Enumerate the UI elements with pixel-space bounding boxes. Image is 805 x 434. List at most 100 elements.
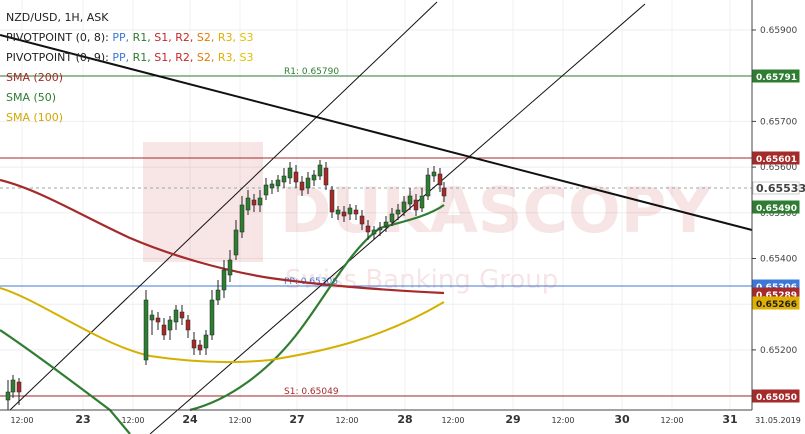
x-tick-label: 12:00 [441, 416, 464, 425]
price-badge [752, 389, 800, 403]
watermark-brand: DUKASCOPY [280, 174, 712, 247]
legend: NZD/USD, 1H, ASK PIVOTPOINT (0, 8): PP, … [6, 8, 253, 128]
y-tick-label: 0.65500 [760, 209, 797, 219]
candle-body [425, 174, 431, 197]
sma-50-label[interactable]: SMA (50) [6, 91, 57, 104]
candle-body [329, 189, 335, 213]
trend-line[interactable] [0, 34, 753, 231]
x-tick-label: 31 [722, 413, 737, 426]
candle-body [413, 199, 419, 211]
candle-body [149, 314, 155, 321]
candle-body [299, 181, 305, 191]
candles [5, 160, 447, 410]
candle-body [353, 209, 359, 215]
sma-100-line [0, 287, 445, 364]
sma-50-line [0, 204, 445, 434]
candle-body [167, 319, 173, 331]
pivot-item-s2: S2, [196, 51, 218, 64]
pivot-item-s1: S1, [154, 51, 176, 64]
x-tick-label: 27 [289, 413, 304, 426]
pivot-legend-9[interactable]: PIVOTPOINT (0, 9): PP, R1, S1, R2, S2, R… [6, 48, 253, 68]
pivot-item-s1: S1, [154, 31, 176, 44]
pivot-item-s2: S2, [196, 31, 218, 44]
y-tick-label: 0.65700 [760, 117, 797, 127]
candle-body [341, 211, 347, 217]
candle-body [293, 171, 299, 183]
candle-body [245, 197, 251, 211]
candle-body [233, 229, 239, 256]
pivot-r1-label: R1: 0.65790 [284, 67, 339, 77]
pivot-prefix: PIVOTPOINT (0, 9): [6, 51, 113, 64]
candle-body [347, 207, 353, 215]
price-badge-text: 0.65266 [756, 300, 797, 310]
y-tick-label: 0.65200 [760, 346, 797, 356]
pivot-prefix: PIVOTPOINT (0, 8): [6, 31, 113, 44]
x-tick-label: 29 [505, 413, 520, 426]
pivot-item-r1: R1, [132, 31, 155, 44]
price-badge-text: 0.65791 [756, 73, 797, 83]
price-badge-text: 0.65289 [756, 291, 797, 301]
price-badge-text: 0.65490 [756, 204, 797, 214]
pivot-legend-8[interactable]: PIVOTPOINT (0, 8): PP, R1, S1, R2, S2, R… [6, 28, 253, 48]
candle-body [257, 197, 263, 206]
candle-body [431, 171, 437, 177]
pivot-item-r2: R2, [175, 31, 197, 44]
candle-body [143, 299, 149, 361]
pivot-item-s3: S3 [239, 51, 254, 64]
x-axis[interactable]: 12:00 23 12:00 24 12:00 27 12:00 28 12:00 29 12:00… [10, 413, 800, 426]
x-tick-label: 12:00 [660, 416, 683, 425]
candle-body [359, 215, 365, 225]
candle-body [221, 269, 227, 291]
x-tick-label: 28 [397, 413, 412, 426]
pivot-item-r3: R3, [217, 31, 240, 44]
candle-body [377, 227, 383, 231]
candle-body [10, 379, 16, 393]
y-tick-label: 0.65400 [760, 255, 797, 265]
candle-body [371, 229, 377, 235]
candle-body [209, 299, 215, 336]
candle-body [227, 259, 233, 276]
candle-body [251, 199, 257, 206]
candle-body [287, 167, 293, 179]
pivot-item-s3: S3 [239, 31, 254, 44]
sma-200-label[interactable]: SMA (200) [6, 71, 64, 84]
x-tick-label: 31.05.2019 [755, 416, 801, 425]
candle-body [263, 184, 269, 196]
candle-body [335, 209, 341, 215]
watermark-sub: Swiss Banking Group [285, 265, 558, 295]
x-tick-label: 24 [182, 413, 198, 426]
chart-title: NZD/USD, 1H, ASK [6, 11, 109, 24]
x-tick-label: 12:00 [551, 416, 574, 425]
candle-body [185, 319, 191, 331]
candle-body [197, 344, 203, 351]
candle-body [155, 317, 161, 323]
candle-body [401, 201, 407, 213]
candle-body [407, 195, 413, 205]
candle-body [323, 167, 329, 186]
candle-body [441, 187, 447, 197]
candle-body [239, 204, 245, 233]
price-badge [752, 151, 800, 165]
x-tick-label: 12:00 [335, 416, 358, 425]
candle-body [365, 225, 371, 233]
candle-body [317, 164, 323, 177]
price-badge-text: 0.65601 [756, 155, 797, 165]
sma-100-label[interactable]: SMA (100) [6, 111, 64, 124]
price-badge [752, 69, 800, 83]
candle-body [203, 334, 209, 349]
candle-body [419, 195, 425, 209]
pivot-item-pp: PP, [112, 31, 133, 44]
channel-upper-line[interactable] [9, 1, 438, 411]
x-tick-label: 12:00 [10, 416, 33, 425]
candle-body [173, 309, 179, 323]
pivot-item-r2: R2, [175, 51, 197, 64]
x-tick-label: 30 [614, 413, 630, 426]
price-badge [752, 181, 800, 195]
candle-body [191, 339, 197, 349]
candle-body [16, 381, 22, 393]
price-badge [752, 296, 800, 310]
pivot-item-r3: R3, [217, 51, 240, 64]
candle-body [161, 324, 167, 336]
candle-body [437, 173, 443, 186]
